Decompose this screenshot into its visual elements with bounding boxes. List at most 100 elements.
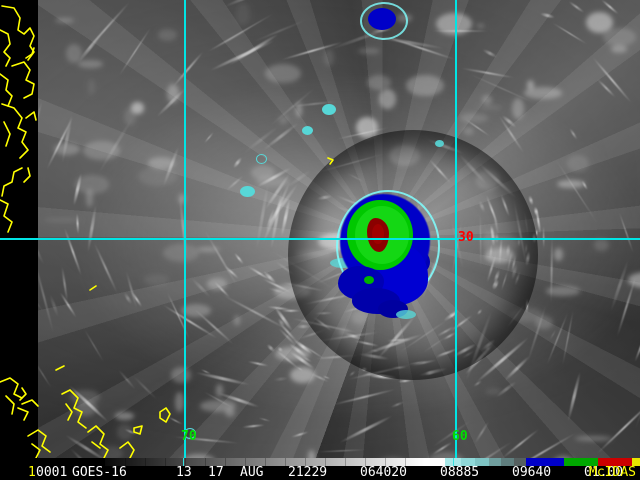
cloud-streak [383, 35, 457, 62]
cloud-blotch [54, 17, 75, 23]
colorbar-step-line [385, 458, 386, 466]
cloud-streak [38, 222, 46, 266]
colorbar-tick-1 [453, 458, 454, 466]
colorbar-segment-2 [425, 458, 445, 466]
cloud-streak [234, 252, 245, 265]
colorbar-segment-8 [514, 458, 526, 466]
cloud-blotch [481, 95, 492, 105]
cloud-blotch [575, 435, 612, 441]
enhanced-cell-north-ring [360, 2, 408, 40]
cloud-blotch [295, 102, 303, 117]
cloud-streak [561, 309, 574, 367]
colorbar-step-line [265, 458, 266, 466]
cloud-blotch [207, 277, 227, 290]
cloud-blotch [163, 243, 200, 262]
cloud-blotch [357, 48, 381, 55]
cloud-streak [595, 399, 640, 455]
cloud-streak [257, 416, 271, 422]
cloud-blotch [215, 384, 224, 398]
cloud-blotch [199, 399, 236, 412]
colorbar-segment-11 [598, 458, 632, 466]
cloud-streak [331, 388, 397, 407]
colorbar-step-line [285, 458, 286, 466]
cloud-streak [473, 420, 490, 444]
cloud-streak [280, 310, 301, 313]
grid-label-30: 30 [458, 230, 474, 245]
colorbar-step-line [245, 458, 246, 466]
cloud-blotch [75, 400, 98, 417]
colorbar-segment-5 [475, 458, 489, 466]
enhanced-cell-c [302, 126, 313, 135]
cloud-streak [203, 132, 215, 144]
julian-date: 21229 [288, 465, 328, 480]
convective-streak [528, 195, 534, 206]
colorbar-step-line [365, 458, 366, 466]
cloud-streak [241, 423, 265, 428]
cloud-blotch [137, 167, 177, 186]
element-coordinate: 09640 [512, 465, 552, 480]
enhanced-cell-b [322, 104, 336, 115]
cloud-blotch [554, 248, 563, 262]
colorbar-segment-9 [526, 458, 564, 466]
colorbar-segment-1 [105, 458, 425, 466]
colorbar-step-line [225, 458, 226, 466]
cloud-blotch [545, 286, 581, 296]
storm-core-red-center [372, 224, 384, 244]
cloud-blotch [236, 3, 251, 26]
frame-number: 1 [28, 465, 36, 480]
colorbar-step-line [305, 458, 306, 466]
cloud-streak [552, 22, 589, 46]
cloud-blotch [98, 446, 124, 458]
cloud-streak [253, 19, 307, 43]
cloud-blotch [295, 249, 334, 257]
cloud-blotch [171, 366, 192, 384]
cloud-blotch [511, 97, 524, 119]
cloud-streak [59, 291, 78, 318]
cloud-streak [482, 47, 499, 58]
colorbar-segment-4 [461, 458, 475, 466]
cloud-blotch [628, 271, 640, 288]
cloud-blotch [180, 453, 217, 458]
enhancement-color-bar[interactable] [0, 458, 640, 466]
cloud-streak [172, 50, 204, 88]
cloud-streak [168, 416, 184, 425]
colorbar-segment-12 [632, 458, 640, 466]
cloud-blotch [526, 80, 535, 90]
image-footer-bar: 1 0001 GOES-16 13 17 AUG 21229 064020 08… [0, 458, 640, 480]
cloud-streak [316, 448, 367, 453]
colorbar-segment-6 [489, 458, 501, 466]
image-time-utc: 064020 [360, 465, 407, 480]
month-name: AUG [240, 465, 264, 480]
cloud-blotch [78, 59, 104, 68]
grid-label-70: 70 [181, 429, 197, 444]
cloud-blotch [158, 28, 178, 42]
cloud-blotch [475, 170, 501, 191]
cloud-streak [231, 156, 243, 170]
cloud-streak [93, 242, 119, 294]
cloud-blotch [586, 11, 613, 33]
cloud-streak [569, 127, 578, 140]
cloud-streak [117, 369, 136, 390]
colorbar-step-line [325, 458, 326, 466]
cloud-blotch [594, 238, 610, 251]
cloud-streak [618, 211, 635, 255]
cloud-blotch [65, 44, 82, 63]
cloud-blotch [367, 74, 391, 91]
cloud-blotch [180, 304, 211, 318]
cloud-blotch [324, 48, 334, 66]
cloud-streak [119, 27, 153, 77]
cloud-streak [75, 213, 79, 235]
cloud-blotch [290, 366, 315, 383]
colorbar-step-line [145, 458, 146, 466]
cloud-blotch [167, 84, 180, 103]
cloud-blotch [44, 217, 81, 223]
enhanced-cell-d [256, 154, 267, 164]
cloud-blotch [524, 87, 562, 100]
colorbar-step-line [405, 458, 406, 466]
cloud-streak [84, 328, 106, 363]
cloud-streak [291, 431, 310, 439]
cloud-streak [194, 370, 250, 386]
grid-line-horizontal-1 [0, 238, 640, 240]
day-of-month: 17 [208, 465, 224, 480]
satellite-image-canvas[interactable]: 30 60 70 [0, 0, 640, 458]
